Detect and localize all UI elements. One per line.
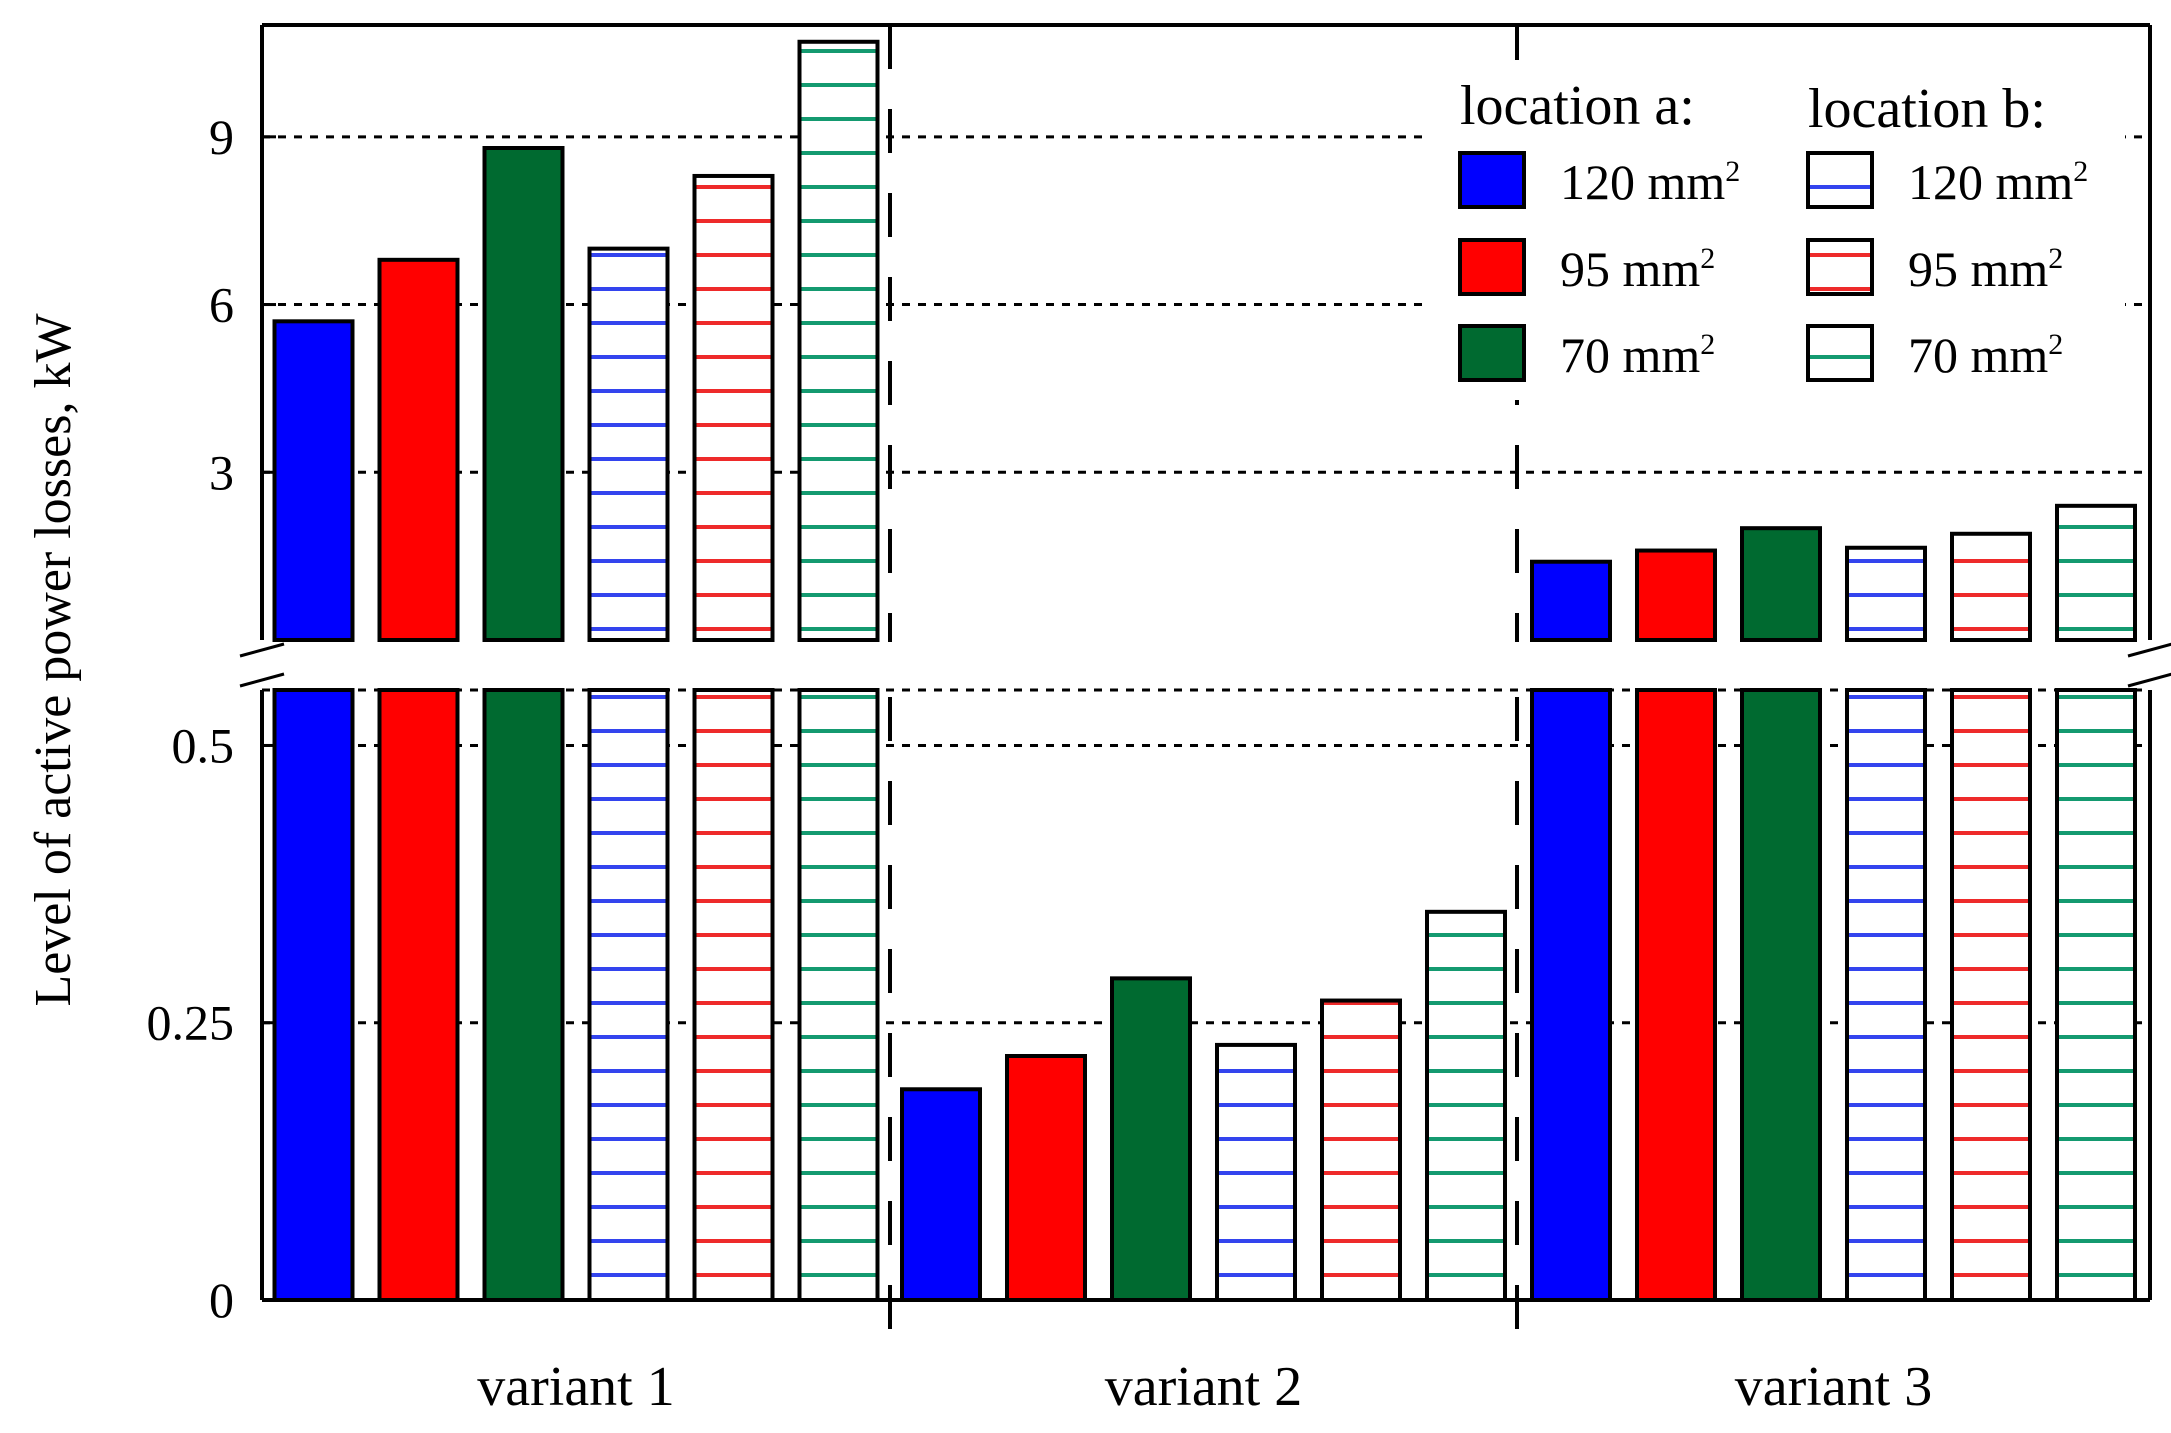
bar-lower-1-6 xyxy=(797,688,880,1302)
bar-upper-1-1 xyxy=(272,319,355,642)
legend-swatch-a-1 xyxy=(1458,151,1526,209)
bar-lower-3-4 xyxy=(1845,688,1927,1302)
axis-break-gap xyxy=(242,642,2170,688)
break-mark-right xyxy=(2127,672,2171,688)
tick-label: 0.25 xyxy=(147,995,235,1051)
bar-lower-3-6 xyxy=(2055,688,2137,1302)
bar-lower-1-4 xyxy=(587,688,670,1302)
legend-label: 120 mm2 xyxy=(1908,154,2088,210)
bar-2-4 xyxy=(1215,1042,1297,1302)
tick-label: 0.5 xyxy=(172,717,235,773)
legend-swatch-a-2 xyxy=(1458,238,1526,296)
bar-2-2 xyxy=(1005,1054,1087,1302)
legend-swatch-b-2 xyxy=(1806,238,1874,296)
legend-swatch-a-3 xyxy=(1458,324,1526,382)
bar-upper-3-4 xyxy=(1845,545,1927,642)
bar-upper-3-3 xyxy=(1740,526,1822,643)
legend-superscript: 2 xyxy=(1700,328,1715,361)
axis-break xyxy=(239,642,2171,692)
bar-lower-1-5 xyxy=(692,688,775,1302)
legend-superscript: 2 xyxy=(2048,242,2063,275)
bar-upper-3-1 xyxy=(1530,559,1612,643)
legend-superscript: 2 xyxy=(2073,155,2088,188)
legend-superscript: 2 xyxy=(1725,155,1740,188)
bar-lower-3-5 xyxy=(1950,688,2032,1302)
bar-upper-1-6 xyxy=(797,39,880,643)
axes xyxy=(260,23,2152,1302)
legend-entries: 120 mm2 95 mm2 70 mm2 120 mm2 95 mm2 70 mm2 xyxy=(1458,151,2088,383)
bar-lower-1-2 xyxy=(377,688,460,1302)
break-mark-left xyxy=(239,672,285,688)
legend-title-location-a: location a: xyxy=(1460,75,1695,137)
bar-upper-1-2 xyxy=(377,257,460,642)
legend-label: 95 mm2 xyxy=(1560,241,1715,297)
bar-upper-1-5 xyxy=(692,173,775,642)
legend-label: 95 mm2 xyxy=(1908,241,2063,297)
legend-label: 70 mm2 xyxy=(1908,327,2063,383)
bar-2-1 xyxy=(900,1087,982,1302)
bar-lower-1-1 xyxy=(272,688,355,1302)
category-label: variant 2 xyxy=(1105,1356,1302,1418)
break-mark-right xyxy=(2127,642,2171,658)
bar-2-6 xyxy=(1425,909,1507,1302)
bar-lower-3-3 xyxy=(1740,688,1822,1302)
bar-lower-3-2 xyxy=(1635,688,1717,1302)
tick-label: 9 xyxy=(209,109,234,165)
bar-upper-3-6 xyxy=(2055,503,2137,642)
variant-separators xyxy=(888,25,1519,1355)
bar-upper-1-3 xyxy=(482,146,565,642)
bars xyxy=(272,39,2137,1303)
legend-label: 120 mm2 xyxy=(1560,154,1740,210)
legend-label: 70 mm2 xyxy=(1560,327,1715,383)
bar-2-5 xyxy=(1320,998,1402,1303)
category-label: variant 1 xyxy=(477,1356,674,1418)
tick-label: 3 xyxy=(209,444,234,500)
legend-superscript: 2 xyxy=(2048,328,2063,361)
break-mark-left xyxy=(239,642,285,658)
tick-label: 0 xyxy=(209,1272,234,1328)
legend-title-location-b: location b: xyxy=(1808,78,2046,140)
category-labels: variant 1 variant 2 variant 3 xyxy=(477,1356,1932,1418)
tick-label: 6 xyxy=(209,277,234,333)
bar-upper-1-4 xyxy=(587,246,670,643)
bar-lower-1-3 xyxy=(482,688,565,1302)
legend: location a: location b: 120 mm2 95 mm2 70 … xyxy=(1425,60,2125,400)
category-label: variant 3 xyxy=(1735,1356,1932,1418)
bar-upper-3-5 xyxy=(1950,531,2032,642)
legend-swatch-b-1 xyxy=(1806,151,1874,209)
legend-swatch-b-3 xyxy=(1806,324,1874,382)
y-axis-title: Level of active power losses, kW xyxy=(25,313,82,1006)
legend-superscript: 2 xyxy=(1700,242,1715,275)
bar-2-3 xyxy=(1110,976,1192,1302)
tick-labels: 0 0.25 0.5 3 6 9 xyxy=(147,109,235,1328)
legend-background xyxy=(1425,60,2125,400)
bar-lower-3-1 xyxy=(1530,688,1612,1302)
bar-upper-3-2 xyxy=(1635,548,1717,643)
